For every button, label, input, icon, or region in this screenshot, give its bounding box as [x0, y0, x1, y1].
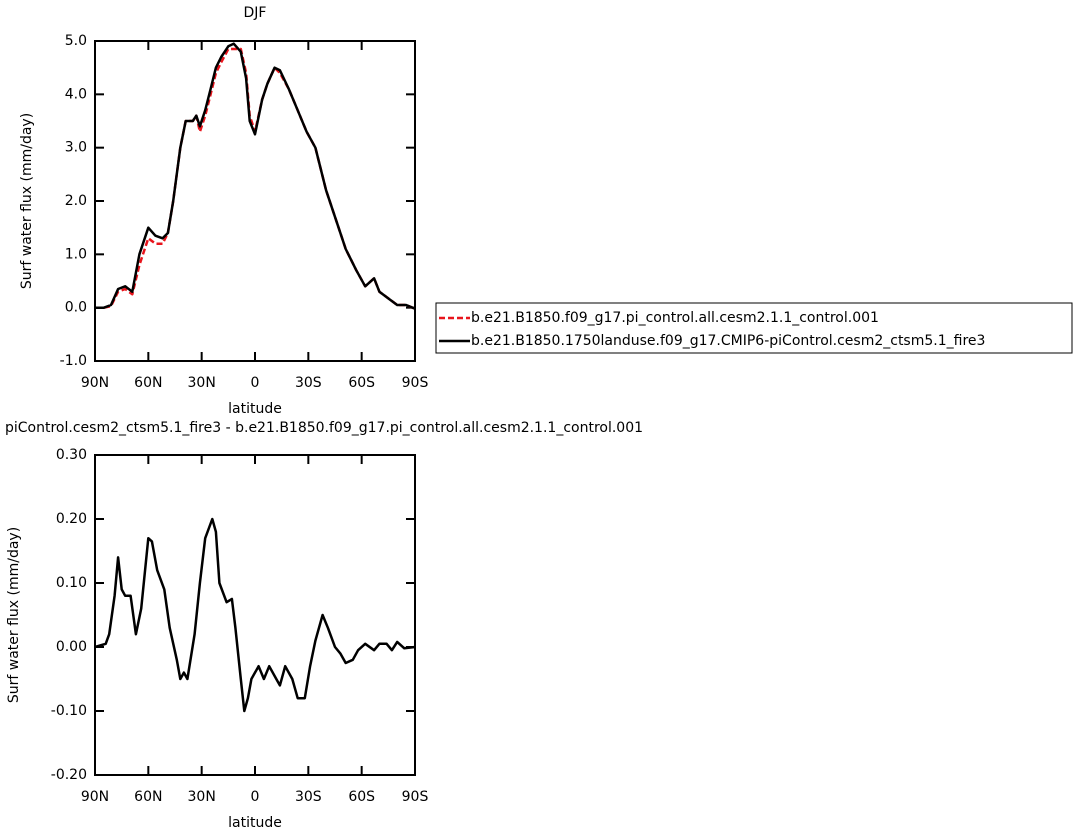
x-tick-label: 60S: [348, 789, 375, 805]
x-tick-label: 60N: [134, 375, 162, 391]
chart-title: piControl.cesm2_ctsm5.1_fire3 - b.e21.B1…: [5, 420, 643, 436]
y-tick-label: -0.20: [51, 767, 87, 783]
chart-title: DJF: [244, 5, 267, 21]
y-tick-label: 0.10: [56, 575, 87, 591]
x-tick-label: 90N: [81, 375, 109, 391]
x-tick-label: 30N: [188, 789, 216, 805]
x-tick-label: 30N: [188, 375, 216, 391]
x-axis-label: latitude: [228, 815, 282, 831]
legend-label: b.e21.B1850.1750landuse.f09_g17.CMIP6-pi…: [471, 333, 985, 349]
x-axis-label: latitude: [228, 401, 282, 417]
y-tick-label: 0.30: [56, 447, 87, 463]
y-tick-label: 2.0: [65, 193, 87, 209]
x-tick-label: 30S: [295, 789, 322, 805]
y-tick-label: 0.20: [56, 511, 87, 527]
y-tick-label: -1.0: [60, 353, 87, 369]
y-tick-label: 5.0: [65, 33, 87, 49]
y-tick-label: 3.0: [65, 140, 87, 156]
y-tick-label: 0.0: [65, 300, 87, 316]
legend-box: [435, 302, 1073, 354]
y-tick-label: 0.00: [56, 639, 87, 655]
legend: b.e21.B1850.f09_g17.pi_control.all.cesm2…: [435, 302, 1073, 354]
data-line: [95, 42, 416, 310]
data-line: [95, 47, 416, 310]
x-tick-label: 0: [251, 789, 260, 805]
y-tick-label: 4.0: [65, 86, 87, 102]
x-tick-label: 30S: [295, 375, 322, 391]
x-tick-label: 90S: [402, 375, 429, 391]
x-tick-label: 60S: [348, 375, 375, 391]
data-line: [94, 517, 416, 713]
x-tick-label: 0: [251, 375, 260, 391]
legend-label: b.e21.B1850.f09_g17.pi_control.all.cesm2…: [471, 310, 879, 326]
y-axis-label: Surf water flux (mm/day): [6, 527, 22, 703]
y-tick-label: 1.0: [65, 246, 87, 262]
y-axis-label: Surf water flux (mm/day): [19, 113, 35, 289]
x-tick-label: 90N: [81, 789, 109, 805]
x-tick-label: 90S: [402, 789, 429, 805]
y-tick-label: -0.10: [51, 703, 87, 719]
plot-frame: [94, 454, 416, 776]
plot-frame: [94, 40, 416, 362]
x-tick-label: 60N: [134, 789, 162, 805]
